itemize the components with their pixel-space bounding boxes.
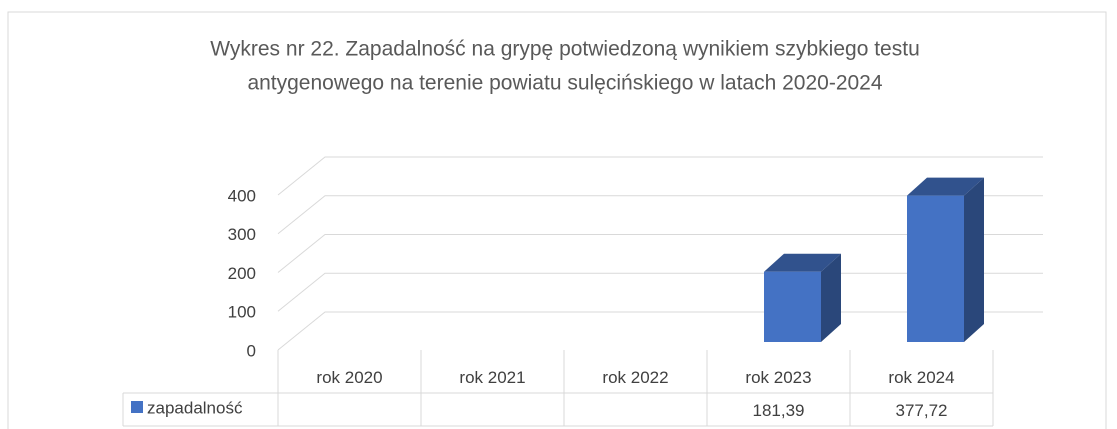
x-tick-label: rok 2024 [888, 368, 954, 387]
y-tick-label: 400 [228, 186, 256, 205]
x-tick-label: rok 2022 [602, 368, 668, 387]
bar-side [821, 253, 841, 342]
grid-line [277, 195, 1043, 235]
chart-title: antygenowego na terenie powiatu sulęcińs… [247, 72, 882, 95]
grid-line [277, 156, 1043, 196]
bar [764, 271, 821, 342]
x-tick-label: rok 2020 [316, 368, 382, 387]
legend-label: zapadalność [147, 398, 243, 417]
y-tick-label: 0 [247, 341, 256, 360]
bar-top [764, 253, 841, 272]
table-value: 377,72 [896, 401, 948, 420]
y-tick-label: 200 [228, 264, 256, 283]
chart-title: Wykres nr 22. Zapadalność na grypę potwi… [210, 38, 920, 61]
bar [907, 195, 964, 342]
legend-key [131, 401, 143, 413]
x-tick-label: rok 2023 [745, 368, 811, 387]
table-value: 181,39 [753, 401, 805, 420]
y-tick-label: 300 [228, 225, 256, 244]
grid-line [277, 234, 1043, 273]
bar-top [907, 177, 984, 196]
x-tick-label: rok 2021 [459, 368, 525, 387]
bar-side [964, 177, 984, 342]
y-tick-label: 100 [228, 303, 256, 322]
